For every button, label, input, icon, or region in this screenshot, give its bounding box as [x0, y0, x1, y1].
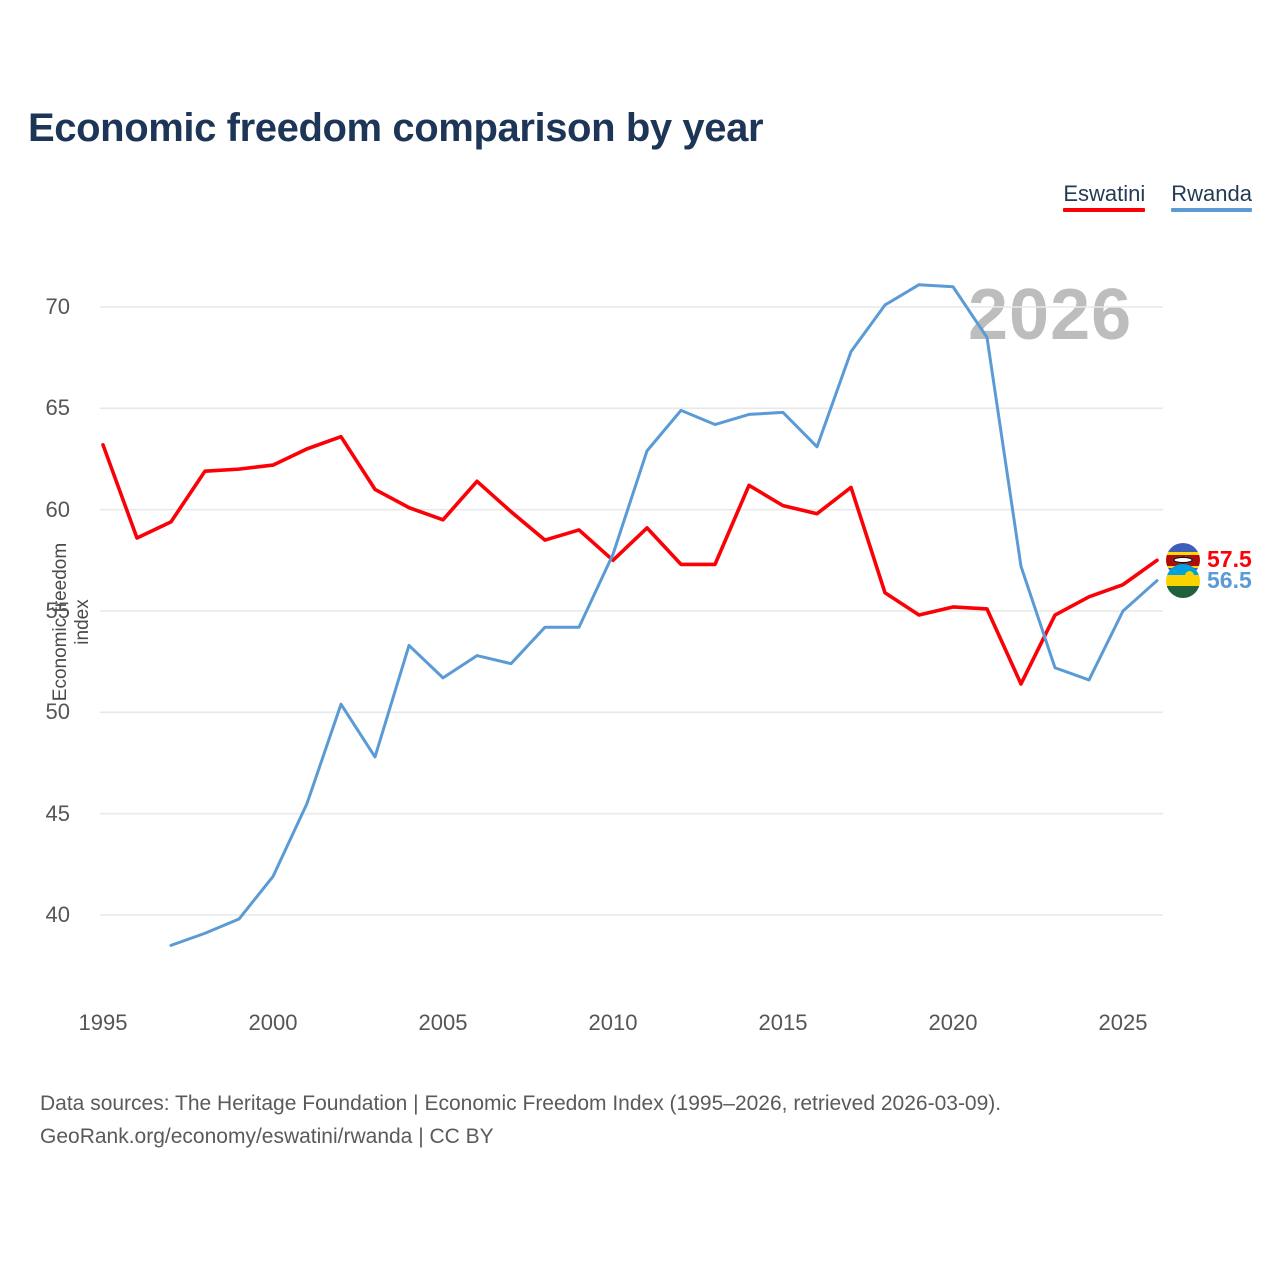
eswatini-shield-emblem: [1173, 556, 1193, 564]
legend-swatch-rwanda: [1171, 208, 1252, 213]
chart-legend: Eswatini Rwanda: [1063, 181, 1252, 213]
y-axis-ticks: 40 45 50 55 60 65 70: [12, 0, 70, 1280]
y-tick-60: 60: [45, 496, 70, 522]
y-tick-70: 70: [45, 294, 70, 319]
y-tick-55: 55: [45, 598, 70, 623]
x-tick-2005: 2005: [418, 1010, 468, 1035]
y-tick-65: 65: [45, 395, 70, 421]
legend-label-rwanda: Rwanda: [1171, 181, 1252, 206]
rwanda-sun-emblem: [1185, 570, 1194, 580]
end-value-rwanda: 56.5: [1207, 566, 1252, 593]
footer-credits: Data sources: The Heritage Foundation | …: [40, 1088, 1001, 1153]
footer-line-2: GeoRank.org/economy/eswatini/rwanda | CC…: [40, 1124, 494, 1148]
x-tick-1995: 1995: [78, 1010, 128, 1035]
end-value-eswatini: 57.5: [1207, 546, 1252, 573]
legend-item-eswatini[interactable]: Eswatini: [1063, 181, 1146, 213]
x-tick-2015: 2015: [758, 1010, 808, 1035]
year-watermark: 2026: [968, 275, 1133, 355]
y-tick-45: 45: [45, 800, 70, 826]
x-tick-2020: 2020: [928, 1010, 978, 1035]
footer-line-1: Data sources: The Heritage Foundation | …: [40, 1092, 1002, 1115]
x-tick-2000: 2000: [248, 1010, 298, 1035]
y-tick-50: 50: [45, 699, 70, 725]
rwanda-flag-icon: [1166, 563, 1200, 598]
legend-item-rwanda[interactable]: Rwanda: [1171, 181, 1252, 213]
x-tick-2025: 2025: [1098, 1010, 1148, 1035]
legend-swatch-eswatini: [1063, 208, 1146, 213]
legend-label-eswatini: Eswatini: [1063, 181, 1146, 206]
x-tick-2010: 2010: [588, 1010, 638, 1035]
y-tick-40: 40: [45, 902, 70, 927]
page-title: Economic freedom comparison by year: [28, 106, 764, 150]
